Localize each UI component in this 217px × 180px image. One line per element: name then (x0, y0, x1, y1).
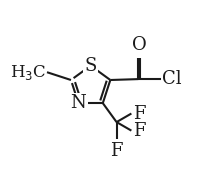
Text: N: N (71, 94, 86, 112)
Text: S: S (84, 57, 97, 75)
Text: F: F (133, 122, 145, 140)
Text: F: F (133, 105, 145, 123)
Text: F: F (110, 142, 123, 160)
Text: Cl: Cl (162, 70, 181, 88)
Text: H$_3$C: H$_3$C (10, 63, 46, 82)
Text: O: O (132, 36, 147, 54)
